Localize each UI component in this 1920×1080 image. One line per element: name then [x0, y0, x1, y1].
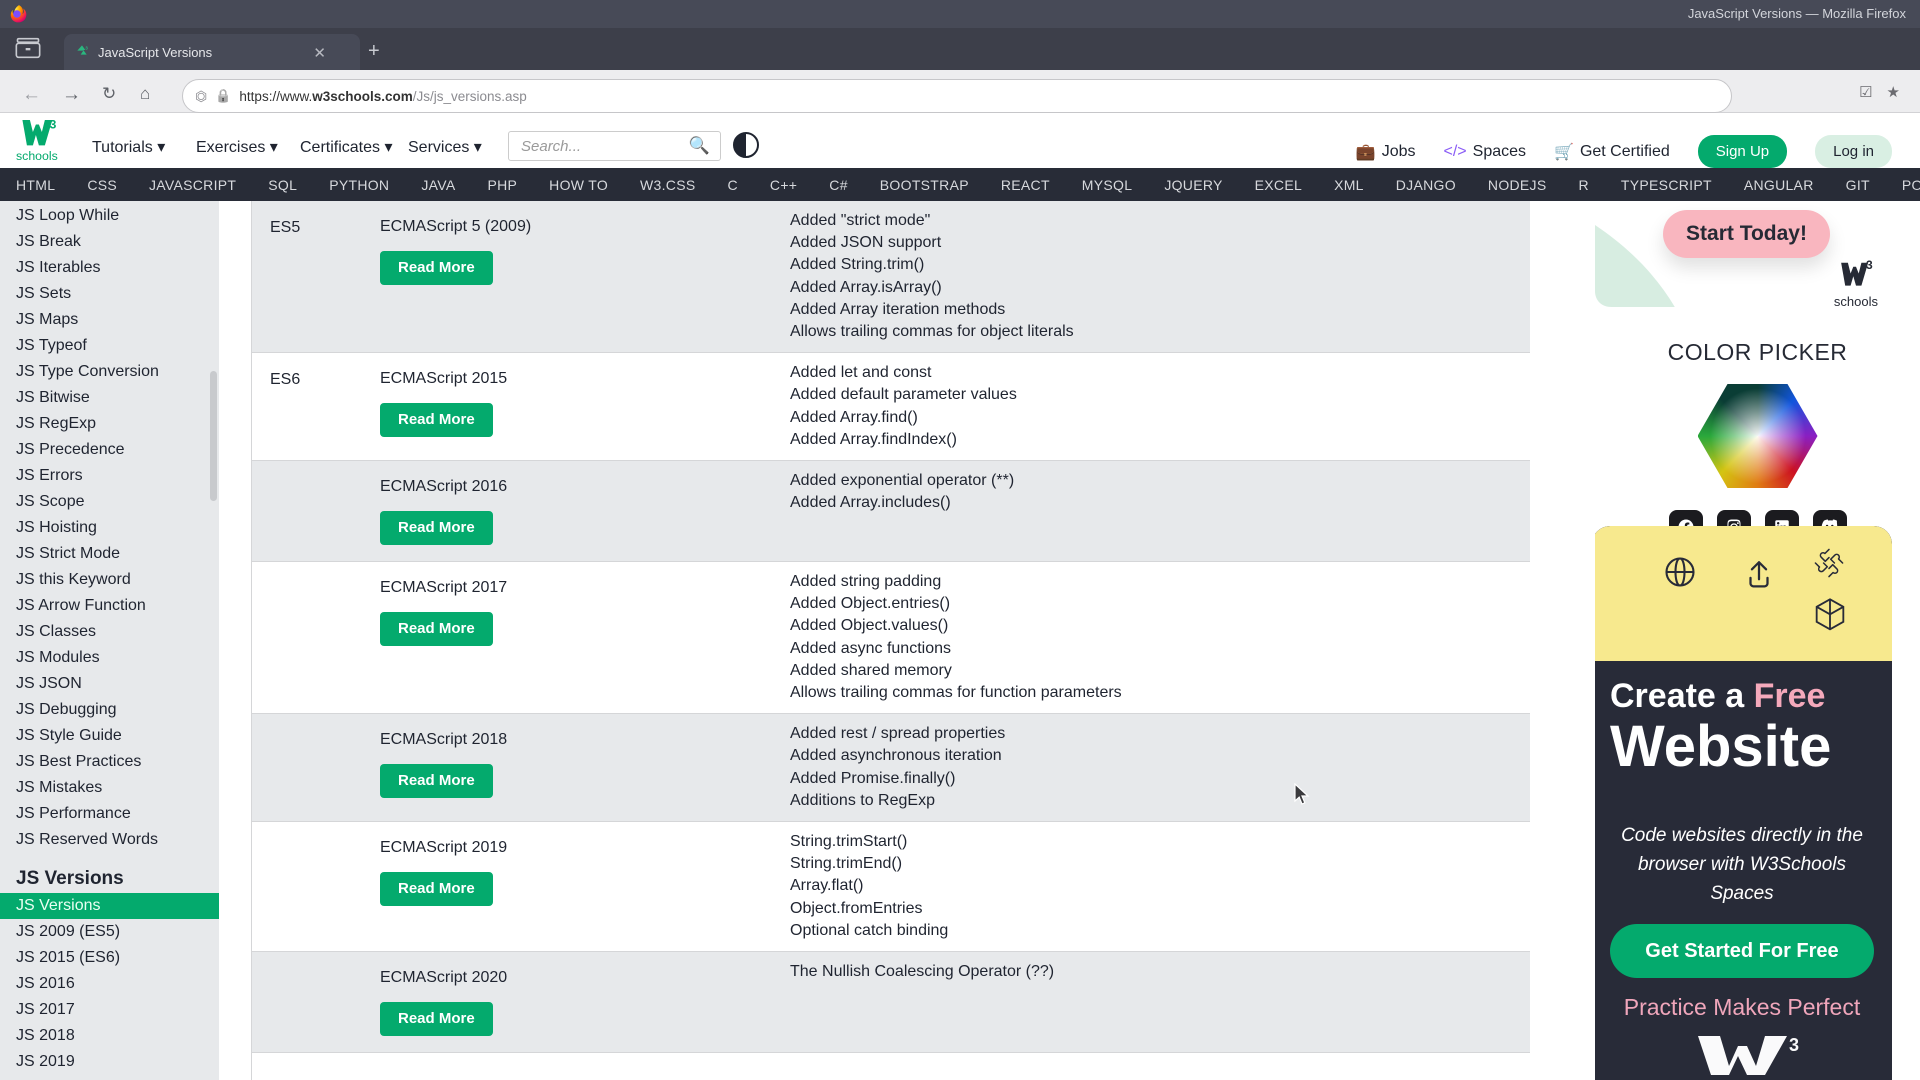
svg-text:3: 3	[49, 117, 56, 131]
svg-text:3: 3	[1789, 1035, 1799, 1055]
svg-text:3: 3	[1866, 258, 1873, 272]
svg-text:schools: schools	[16, 149, 58, 163]
svg-text:3: 3	[85, 45, 88, 50]
